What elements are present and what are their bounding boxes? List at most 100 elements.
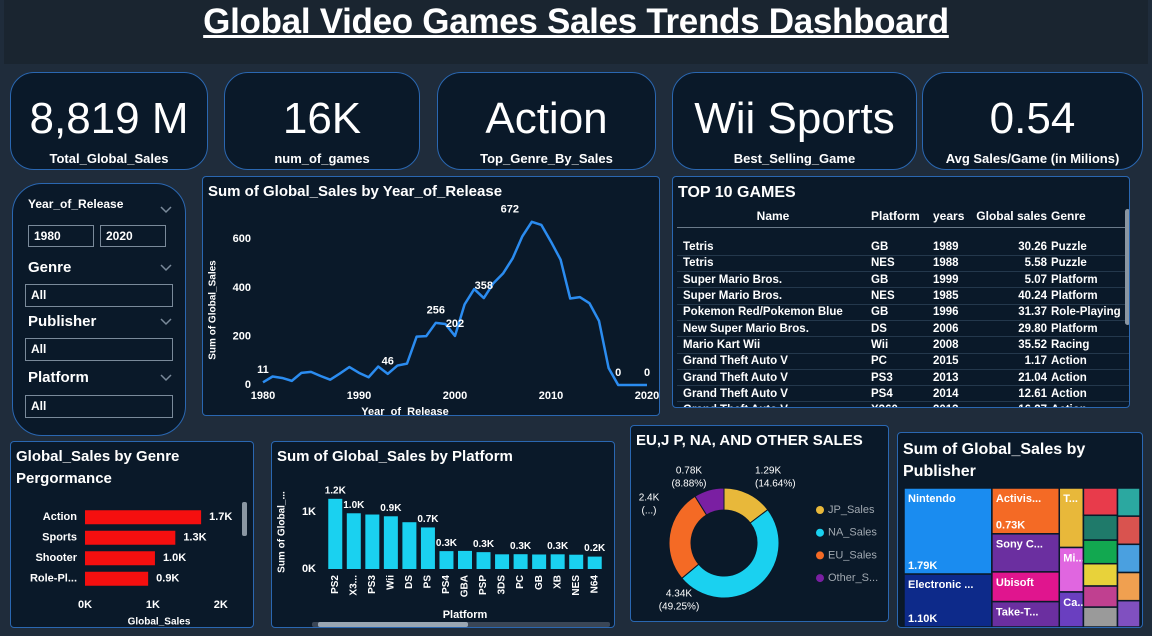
y-tick-label: Sports <box>42 532 77 544</box>
table-row: Grand Theft Auto VX360201316.27Action <box>677 401 1129 407</box>
x-tick-label: PSP <box>478 575 489 595</box>
table-cell: 1996 <box>931 304 971 321</box>
x-tick-label: Wii <box>386 575 397 590</box>
data-table: Name Platform years Global sales Genre Tetris… <box>677 205 1129 407</box>
x-tick-label: PS4 <box>441 575 452 594</box>
chart-title: EU,J P, NA, AND OTHER SALES <box>636 432 863 449</box>
chart-title: Global_Sales by Genre Pergormance <box>16 448 180 487</box>
column-header[interactable]: Name <box>677 205 869 228</box>
y-tick-label: 1K <box>302 506 316 518</box>
filter-label: Publisher <box>28 313 97 330</box>
legend-marker <box>816 528 824 537</box>
chevron <box>160 206 172 214</box>
year-to[interactable]: 2020 <box>100 225 166 247</box>
percent-label: (49.25%) <box>659 602 700 613</box>
kpi-card: 16K num_of_games <box>224 72 420 170</box>
x-axis-label: Global_Sales <box>128 617 191 628</box>
table-cell: Grand Theft Auto V <box>677 385 869 403</box>
data-label: 0.9K <box>380 503 402 514</box>
x-tick-label: 2K <box>214 599 228 611</box>
kpi-card: 0.54 Avg Sales/Game (in Milions) <box>922 72 1143 170</box>
table-cell: 30.26 <box>971 239 1049 256</box>
data-label: 0.78K <box>676 466 702 477</box>
dropdown[interactable]: All <box>25 338 173 361</box>
table-row: Grand Theft Auto V PS4 2014 12.61 Action <box>677 385 1129 403</box>
scrollbar <box>242 502 247 536</box>
table-cell: 5.07 <box>971 271 1049 289</box>
table-cell: Action <box>1049 369 1129 387</box>
table-cell: 12.61 <box>971 385 1049 403</box>
bar <box>85 571 149 586</box>
table-cell: 29.80 <box>971 320 1049 338</box>
year-from[interactable]: 1980 <box>28 225 94 247</box>
chart-panel: 1.29K (14.64%) JP_Sales 4.34K (49.25%) NA_Sal… <box>630 425 889 622</box>
table-row: Super Mario Bros. NES 1985 40.24 Platform <box>677 287 1129 305</box>
bar <box>420 527 435 569</box>
table-cell: 2014 <box>931 385 971 403</box>
table-cell: 1985 <box>931 287 971 305</box>
treemap-tile <box>1116 515 1141 546</box>
legend-label: EU_Sales <box>828 549 877 561</box>
table-cell: PC <box>869 353 931 370</box>
chart-title: Sum of Global_Sales by Platform <box>277 448 513 465</box>
table-cell: Puzzle <box>1049 255 1129 273</box>
bar <box>85 510 202 525</box>
filter-panel: Year_of_Release 1980 2020 Genre All Publisher… <box>12 183 186 436</box>
x-axis-label: Year_of_Release <box>361 406 448 416</box>
table-row: Mario Kart Wii Wii 2008 35.52 Racing <box>677 336 1129 354</box>
x-tick-label: PC <box>515 575 526 589</box>
tile-label: Sony C... <box>996 539 1043 551</box>
table-cell: X360 <box>869 401 931 407</box>
dropdown[interactable]: All <box>25 395 173 418</box>
chevron <box>160 374 172 382</box>
tile-label: Activis... <box>996 493 1041 505</box>
column-header[interactable]: Genre <box>1049 205 1129 228</box>
x-tick-label: N64 <box>589 575 600 594</box>
chart-panel: 0K 1K Sum of Global_... Platform PS2 1.2K X3..… <box>271 441 615 628</box>
treemap-tile <box>903 487 993 575</box>
percent-label: (8.88%) <box>671 479 706 490</box>
kpi-value: 8,819 M <box>29 94 189 143</box>
chart-panel: 0 200 400 600 1980 1990 2000 2010 2020 Year_of_Re… <box>202 176 660 416</box>
table-row: Super Mario Bros. GB 1999 5.07 Platform <box>677 271 1129 289</box>
table-row: Pokemon Red/Pokemon Blue GB 1996 31.37 Role-… <box>677 304 1129 321</box>
x-tick-label: 1990 <box>347 390 371 402</box>
column-header[interactable]: years <box>931 205 971 228</box>
table-cell: Wii <box>869 336 931 354</box>
bar <box>532 554 547 569</box>
chart-panel: 0K 1K 2K Global_Sales Action 1.7K Sports 1.3K Sh… <box>10 441 254 628</box>
y-tick-label: 0 <box>245 379 251 391</box>
bar <box>439 551 454 569</box>
table-cell: 1999 <box>931 271 971 289</box>
table-cell: Platform <box>1049 271 1129 289</box>
table-cell: Action <box>1049 401 1129 407</box>
y-tick-label: 600 <box>233 233 251 245</box>
data-label: 2.4K <box>639 493 660 504</box>
bar <box>85 551 155 566</box>
kpi-value: 0.54 <box>989 94 1076 143</box>
tile-label: Ca... <box>1063 597 1086 609</box>
chevron <box>160 264 172 272</box>
y-tick-label: 200 <box>233 330 251 342</box>
treemap-tile <box>1058 591 1085 627</box>
table-cell: Mario Kart Wii <box>677 336 869 354</box>
kpi-label: Total_Global_Sales <box>49 151 169 166</box>
tile-label: Take-T... <box>996 607 1039 619</box>
column-header[interactable]: Platform <box>869 205 931 228</box>
table-cell: Racing <box>1049 336 1129 354</box>
table-cell: Action <box>1049 385 1129 403</box>
legend-label: NA_Sales <box>828 527 877 539</box>
column-header[interactable]: Global sales <box>971 205 1049 228</box>
data-label: 0.7K <box>417 514 439 525</box>
x-tick-label: 1980 <box>251 390 275 402</box>
bar <box>402 522 417 569</box>
dropdown[interactable]: All <box>25 284 173 307</box>
table-cell: GB <box>869 304 931 321</box>
donut-slice <box>681 508 780 599</box>
table-cell: Pokemon Red/Pokemon Blue <box>677 304 869 321</box>
header-row: Name Platform years Global sales Genre <box>677 205 1129 228</box>
chevron <box>160 318 172 326</box>
table-cell: Super Mario Bros. <box>677 287 869 305</box>
table-cell: Super Mario Bros. <box>677 271 869 289</box>
